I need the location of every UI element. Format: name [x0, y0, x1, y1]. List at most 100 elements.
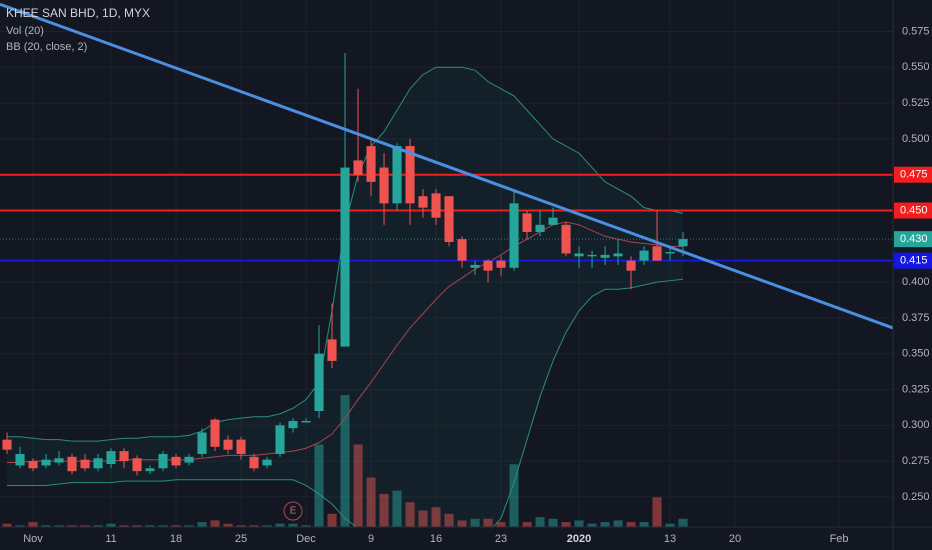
- candle-body: [379, 167, 389, 204]
- x-tick-label: Feb: [830, 533, 849, 545]
- candle-body: [574, 253, 584, 257]
- candle-body: [184, 456, 194, 463]
- y-tick-label: 0.400: [902, 276, 930, 288]
- volume-bar: [574, 520, 584, 527]
- volume-bar: [652, 497, 662, 527]
- volume-bar: [431, 507, 441, 527]
- y-tick-label: 0.500: [902, 133, 930, 145]
- volume-bar: [522, 522, 532, 527]
- candle-body: [275, 425, 285, 454]
- event-label: E: [290, 506, 297, 517]
- candle-body: [561, 224, 571, 254]
- volume-bar: [509, 464, 519, 527]
- volume-bar: [197, 522, 207, 527]
- price-label-bg: [894, 252, 932, 269]
- candle-body: [613, 253, 623, 257]
- candle-body: [158, 453, 168, 469]
- candle-body: [106, 451, 116, 464]
- candle-body: [405, 146, 415, 204]
- volume-bar: [275, 523, 285, 527]
- volume-bar: [93, 525, 103, 527]
- y-tick-label: 0.350: [902, 348, 930, 360]
- volume-bar: [184, 525, 194, 527]
- volume-bar: [353, 444, 363, 527]
- volume-bar: [171, 525, 181, 527]
- candle-body: [2, 439, 12, 450]
- volume-bar: [561, 522, 571, 527]
- price-label: 0.450: [900, 204, 928, 216]
- volume-bar: [301, 525, 311, 527]
- candle-body: [236, 439, 246, 454]
- price-label: 0.475: [900, 169, 928, 181]
- candle-body: [587, 254, 597, 257]
- volume-bar: [613, 520, 623, 527]
- candle-body: [210, 419, 220, 447]
- candle-body: [327, 339, 337, 361]
- y-tick-label: 0.325: [902, 383, 930, 395]
- candle-body: [80, 459, 90, 469]
- volume-bar: [106, 523, 116, 527]
- volume-bar: [340, 395, 350, 527]
- x-tick-label: 25: [235, 533, 247, 545]
- candle-body: [288, 421, 298, 429]
- volume-bar: [132, 525, 142, 527]
- x-tick-label: 18: [170, 533, 182, 545]
- candle-body: [444, 196, 454, 243]
- candle-body: [639, 250, 649, 261]
- y-tick-label: 0.275: [902, 455, 930, 467]
- y-tick-label: 0.550: [902, 61, 930, 73]
- y-tick-label: 0.525: [902, 97, 930, 109]
- volume-bar: [496, 522, 506, 527]
- candle-body: [262, 459, 272, 466]
- volume-bar: [678, 518, 688, 527]
- candle-body: [145, 468, 155, 472]
- candle-body: [171, 456, 181, 466]
- volume-bar: [548, 518, 558, 527]
- bollinger-lower: [7, 278, 684, 527]
- volume-bar: [145, 525, 155, 527]
- volume-bar: [366, 477, 376, 527]
- volume-bar: [249, 525, 259, 527]
- volume-bar: [587, 523, 597, 527]
- candle-body: [314, 353, 324, 412]
- x-tick-label: 16: [430, 533, 442, 545]
- volume-bar: [639, 522, 649, 527]
- volume-bar: [288, 523, 298, 527]
- volume-bar: [80, 525, 90, 527]
- volume-bar: [535, 517, 545, 527]
- x-tick-label: 11: [105, 533, 116, 545]
- candle-body: [223, 439, 233, 450]
- x-tick-label: 2020: [567, 533, 591, 545]
- volume-bar: [600, 522, 610, 527]
- indicator-label: BB (20, close, 2): [6, 41, 87, 53]
- symbol-title: KHEE SAN BHD, 1D, MYX: [6, 6, 150, 20]
- candle-body: [522, 213, 532, 232]
- plot-area: E: [0, 2, 893, 527]
- volume-bar: [626, 522, 636, 527]
- volume-bar: [418, 510, 428, 527]
- candle-body: [353, 160, 363, 175]
- candle-body: [665, 252, 675, 254]
- candle-body: [678, 239, 688, 247]
- volume-bar: [41, 525, 51, 527]
- candle-body: [132, 458, 142, 472]
- price-label: 0.415: [900, 255, 928, 267]
- volume-bar: [262, 525, 272, 527]
- volume-bar: [314, 444, 324, 527]
- volume-bar: [28, 522, 38, 527]
- volume-bar: [405, 502, 415, 527]
- candle-body: [418, 196, 428, 208]
- candle-body: [93, 458, 103, 469]
- event-marker: [283, 501, 303, 521]
- x-tick-label: 9: [368, 533, 374, 545]
- candle-body: [197, 432, 207, 454]
- y-tick-label: 0.300: [902, 419, 930, 431]
- volume-bar: [158, 525, 168, 527]
- volume-bar: [483, 518, 493, 527]
- candle-body: [470, 264, 480, 268]
- volume-bar: [223, 523, 233, 527]
- volume-bar: [236, 525, 246, 527]
- candle-body: [509, 203, 519, 268]
- candle-body: [483, 260, 493, 271]
